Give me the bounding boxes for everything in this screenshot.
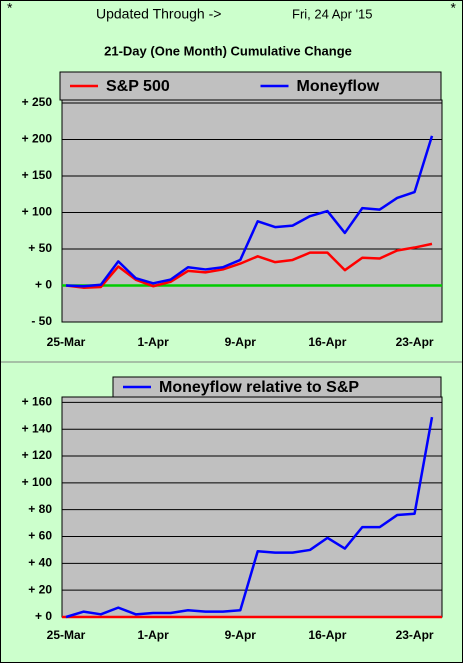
plot-area bbox=[61, 396, 443, 618]
y-tick-label: + 40 bbox=[28, 556, 52, 570]
plot-area bbox=[61, 99, 443, 323]
y-tick-label: + 250 bbox=[22, 95, 53, 109]
x-tick-label: 1-Apr bbox=[137, 335, 169, 349]
y-tick-label: + 150 bbox=[22, 168, 53, 182]
y-tick-label: + 160 bbox=[22, 395, 53, 409]
legend-label: Moneyflow relative to S&P bbox=[159, 379, 359, 396]
x-tick-label: 25-Mar bbox=[47, 335, 86, 349]
x-tick-label: 9-Apr bbox=[225, 335, 257, 349]
series-line bbox=[65, 135, 434, 288]
corner-marker: * bbox=[451, 0, 457, 16]
chart-title: 21-Day (One Month) Cumulative Change bbox=[104, 43, 352, 58]
y-tick-label: + 50 bbox=[28, 241, 52, 255]
y-tick-label: + 20 bbox=[28, 582, 52, 596]
x-tick-label: 16-Apr bbox=[308, 335, 346, 349]
corner-marker: * bbox=[7, 0, 13, 16]
y-tick-label: + 0 bbox=[35, 609, 52, 623]
y-tick-label: + 140 bbox=[22, 421, 53, 435]
y-tick-label: - 50 bbox=[31, 314, 52, 328]
x-tick-label: 9-Apr bbox=[225, 628, 257, 642]
y-tick-label: + 0 bbox=[35, 278, 52, 292]
y-tick-label: + 100 bbox=[22, 475, 53, 489]
legend-label: Moneyflow bbox=[297, 78, 380, 95]
updated-label: Updated Through -> bbox=[96, 6, 221, 22]
legend-box bbox=[112, 376, 442, 398]
x-tick-label: 23-Apr bbox=[396, 628, 434, 642]
legend-box bbox=[59, 71, 442, 101]
x-tick-label: 16-Apr bbox=[308, 628, 346, 642]
series-line bbox=[65, 416, 434, 619]
y-tick-label: + 200 bbox=[22, 132, 53, 146]
legend-label: S&P 500 bbox=[106, 78, 170, 95]
updated-date: Fri, 24 Apr '15 bbox=[292, 6, 373, 21]
y-tick-label: + 60 bbox=[28, 529, 52, 543]
y-tick-label: + 100 bbox=[22, 205, 53, 219]
x-tick-label: 25-Mar bbox=[47, 628, 86, 642]
x-tick-label: 1-Apr bbox=[137, 628, 169, 642]
y-tick-label: + 120 bbox=[22, 448, 53, 462]
y-tick-label: + 80 bbox=[28, 502, 52, 516]
x-tick-label: 23-Apr bbox=[396, 335, 434, 349]
series-line bbox=[65, 242, 433, 289]
